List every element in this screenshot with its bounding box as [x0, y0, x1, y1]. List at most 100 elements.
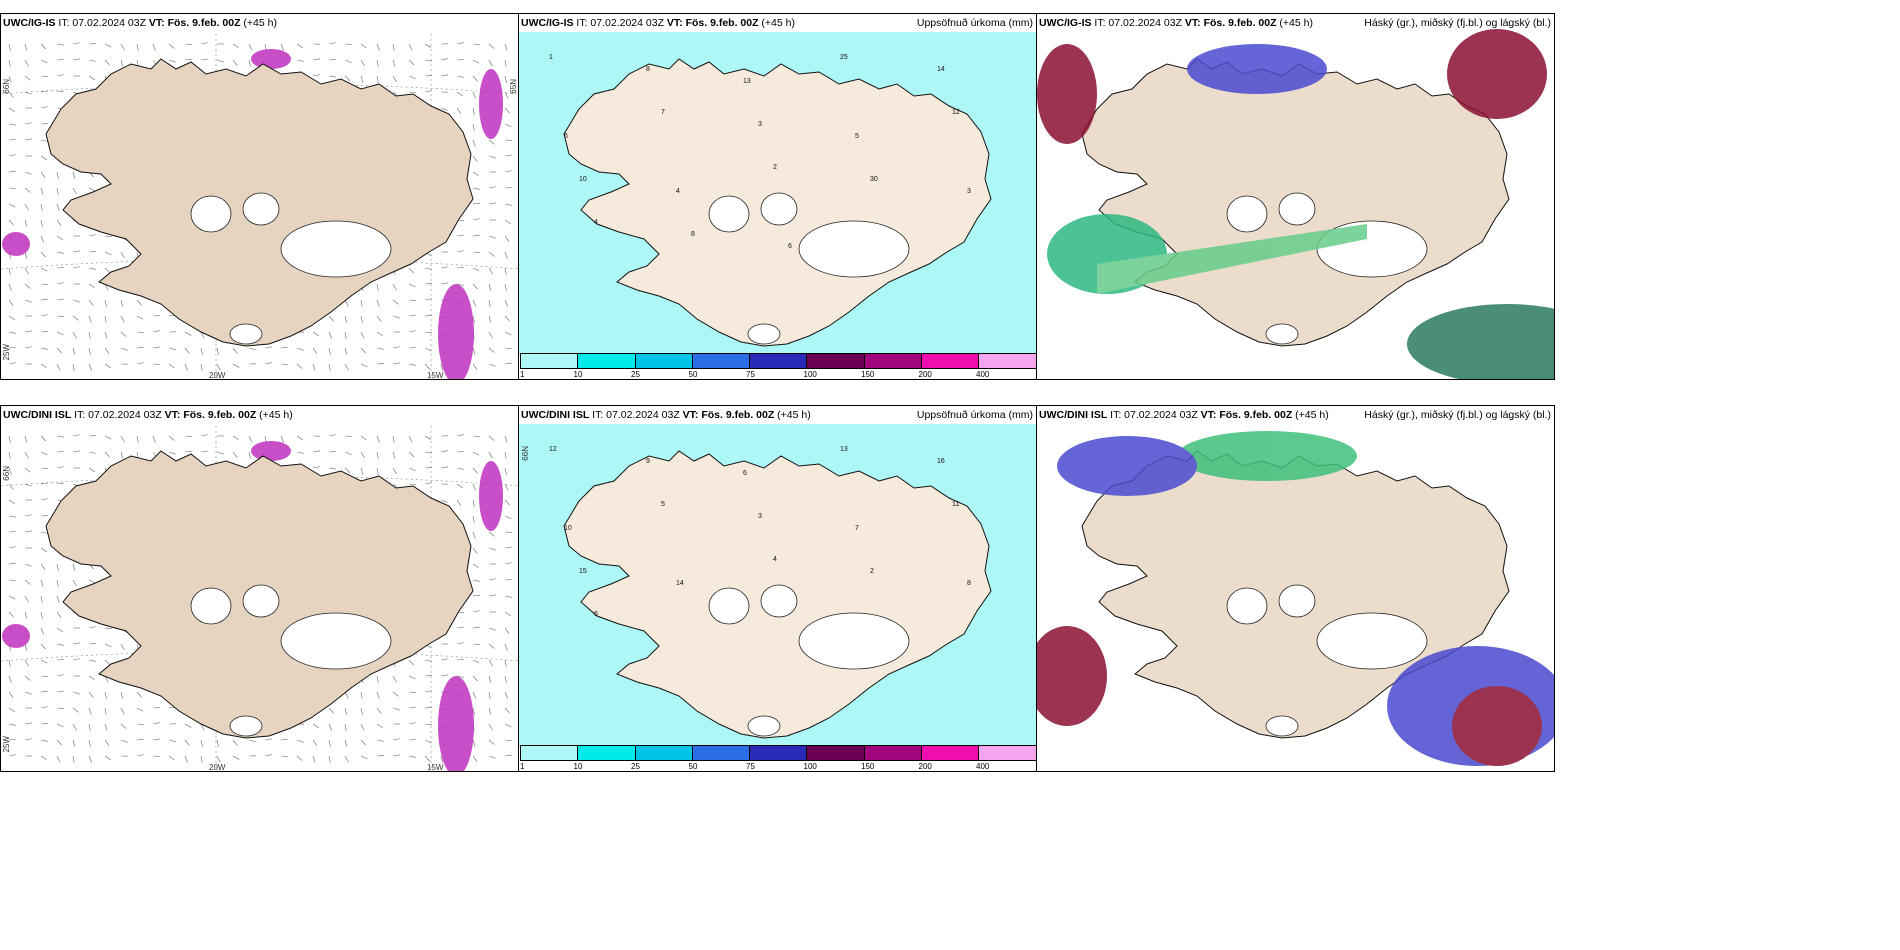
precip-value: 5 — [661, 501, 665, 508]
legend-swatch — [750, 354, 808, 368]
precip-value: 16 — [937, 458, 945, 465]
precip-value: 8 — [646, 66, 650, 73]
panel-field-label: Uppsöfnuð úrkoma (mm) — [916, 17, 1033, 29]
precip-shading — [2, 441, 503, 771]
lat-label-25w: 25W — [2, 344, 11, 361]
legend-label: 75 — [746, 762, 755, 771]
lat-label-66n: 66N — [521, 446, 530, 461]
precip-value: 14 — [676, 580, 684, 587]
legend-colorbar — [520, 353, 1036, 369]
precip-value: 25 — [840, 54, 848, 61]
panel-field-label: Uppsöfnuð úrkoma (mm) — [916, 409, 1033, 421]
glacier — [760, 584, 798, 618]
precip-value: 6 — [788, 243, 792, 250]
glacier — [229, 715, 263, 737]
iceland-landmass — [45, 450, 474, 739]
precip-value: 13 — [743, 78, 751, 85]
legend-swatch — [635, 354, 693, 368]
glacier — [708, 195, 750, 233]
precip-map: 12 9 6 13 16 10 5 3 7 11 15 14 4 2 8 6 — [519, 424, 1036, 746]
precip-value: 6 — [743, 470, 747, 477]
precip-map: 1 8 13 25 14 6 7 3 5 12 10 4 2 30 3 4 8 6 — [519, 32, 1036, 354]
panel-precip-dini: UWC/DINI ISL IT: 07.02.2024 03Z VT: Fös.… — [518, 405, 1037, 772]
precip-shading — [2, 49, 503, 379]
glacier — [798, 220, 910, 278]
glacier — [1226, 587, 1268, 625]
cloud-map — [1037, 431, 1554, 766]
legend-label: 50 — [688, 370, 698, 379]
legend-swatch — [921, 354, 980, 368]
panel-field-label: Háský (gr.), miðský (fj.bl.) og lágský (… — [1364, 409, 1551, 421]
lat-label-66n: 66N — [2, 79, 11, 94]
panel-cloud-dini: UWC/DINI ISL IT: 07.02.2024 03Z VT: Fös.… — [1036, 405, 1555, 772]
panel-cloud-igis: UWC/IG-IS IT: 07.02.2024 03Z VT: Fös. 9.… — [1036, 13, 1555, 380]
lat-label-25w: 25W — [2, 736, 11, 753]
precip-value: 2 — [870, 568, 874, 575]
legend-label: 25 — [631, 370, 640, 379]
glacier — [708, 587, 750, 625]
glacier — [1316, 612, 1428, 670]
glacier — [280, 220, 392, 278]
precip-legend: 1 10 25 50 75 100 150 200 400 — [519, 353, 1036, 379]
legend-swatch — [635, 746, 693, 760]
precip-value: 3 — [758, 121, 762, 128]
precip-value: 11 — [952, 501, 959, 508]
glacier — [747, 323, 781, 345]
iceland-landmass — [45, 58, 474, 347]
legend-swatch — [864, 746, 922, 760]
lat-label-65n: 65N — [509, 79, 518, 94]
iceland-landmass — [563, 58, 992, 347]
glacier — [1265, 323, 1299, 345]
cloud-shading — [1037, 431, 1554, 766]
legend-label: 200 — [918, 370, 932, 379]
panel-precip-igis: UWC/IG-IS IT: 07.02.2024 03Z VT: Fös. 9.… — [518, 13, 1037, 380]
cloud-shading — [1037, 29, 1554, 379]
precip-value: 4 — [676, 188, 680, 195]
precip-value: 15 — [579, 568, 587, 575]
precip-value: 8 — [691, 231, 695, 238]
legend-label: 400 — [976, 762, 990, 771]
precip-value: 6 — [564, 133, 568, 140]
lat-label-66n: 66N — [2, 466, 11, 481]
legend-swatch — [692, 746, 751, 760]
precip-legend: 1 10 25 50 75 100 150 200 400 — [519, 745, 1036, 771]
legend-label: 150 — [861, 370, 875, 379]
panel-title: UWC/DINI ISL IT: 07.02.2024 03Z VT: Fös.… — [3, 409, 293, 421]
glacier — [760, 192, 798, 226]
precip-value: 4 — [773, 556, 777, 563]
legend-label: 400 — [976, 370, 990, 379]
legend-label: 100 — [803, 762, 817, 771]
precip-value: 1 — [549, 54, 553, 61]
legend-swatch — [750, 746, 808, 760]
legend-label: 100 — [803, 370, 817, 379]
precip-values: 12 9 6 13 16 10 5 3 7 11 15 14 4 2 8 6 — [549, 446, 971, 618]
wind-map — [1, 34, 518, 379]
precip-value: 8 — [967, 580, 971, 587]
glacier — [190, 587, 232, 625]
legend-swatch — [692, 354, 751, 368]
legend-label: 25 — [631, 762, 640, 771]
precip-values: 1 8 13 25 14 6 7 3 5 12 10 4 2 30 3 4 8 6 — [549, 54, 971, 250]
panel-wind-igis: UWC/IG-IS IT: 07.02.2024 03Z VT: Fös. 9.… — [0, 13, 519, 380]
legend-swatch — [979, 354, 1036, 368]
panel-title: UWC/IG-IS IT: 07.02.2024 03Z VT: Fös. 9.… — [3, 17, 277, 29]
cloud-map — [1037, 29, 1554, 379]
wind-map — [1, 426, 518, 771]
precip-value: 30 — [870, 176, 878, 183]
glacier — [280, 612, 392, 670]
glacier — [1265, 715, 1299, 737]
precip-value: 5 — [855, 133, 859, 140]
legend-label: 10 — [573, 370, 583, 379]
precip-value: 7 — [661, 109, 665, 116]
panel-field-label: Háský (gr.), miðský (fj.bl.) og lágský (… — [1364, 17, 1551, 29]
legend-label: 50 — [688, 762, 698, 771]
glacier — [242, 584, 280, 618]
glacier — [190, 195, 232, 233]
legend-swatch — [807, 354, 865, 368]
precip-value: 12 — [549, 446, 557, 453]
precip-value: 7 — [855, 525, 859, 532]
glacier — [229, 323, 263, 345]
lon-label-15w: 15W — [427, 763, 444, 772]
panel-title: UWC/DINI ISL IT: 07.02.2024 03Z VT: Fös.… — [521, 409, 811, 421]
panel-title: UWC/DINI ISL IT: 07.02.2024 03Z VT: Fös.… — [1039, 409, 1329, 421]
